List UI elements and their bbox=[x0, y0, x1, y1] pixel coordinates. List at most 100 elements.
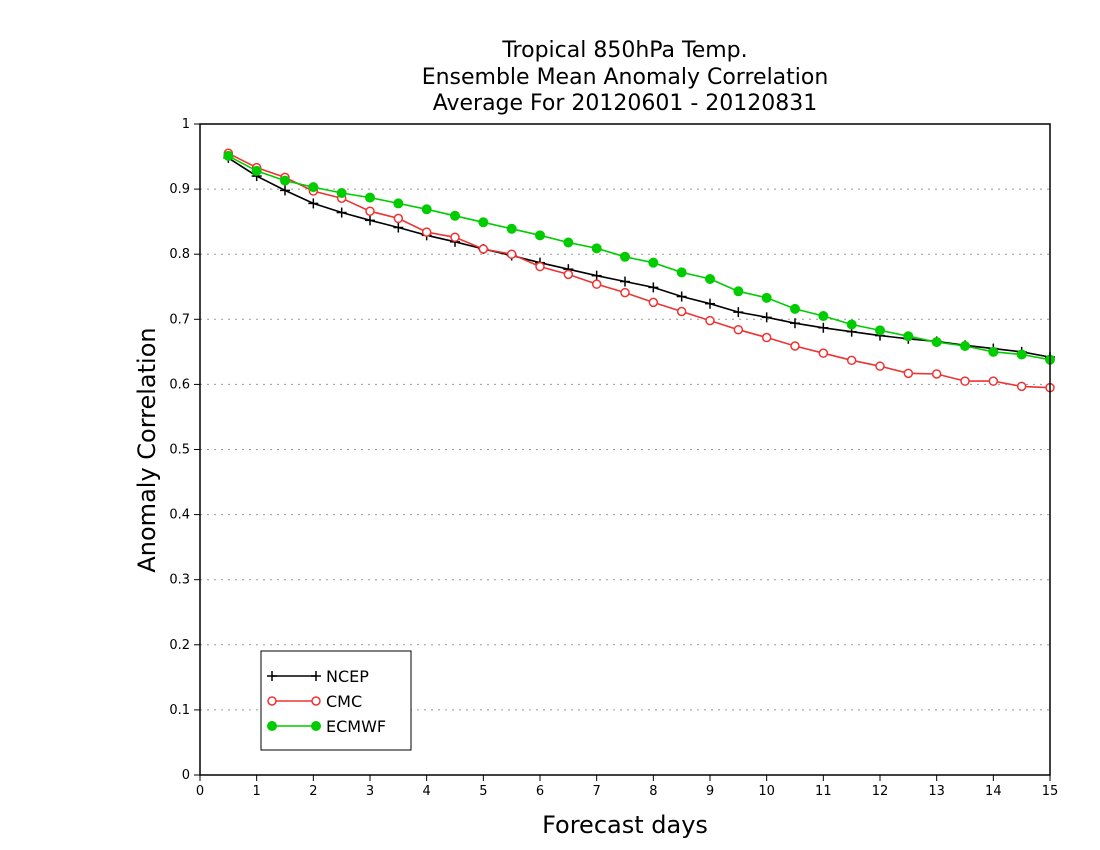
point-ecmwf bbox=[506, 223, 517, 234]
y-tick-label: 0 bbox=[182, 768, 190, 783]
point-cmc bbox=[1016, 381, 1027, 392]
y-tick-label: 0.5 bbox=[169, 443, 190, 458]
legend-label-ecmwf: ECMWF bbox=[326, 717, 386, 736]
point-ncep bbox=[676, 291, 687, 302]
point-ecmwf bbox=[988, 346, 999, 357]
point-ecmwf bbox=[393, 198, 404, 209]
x-tick-label: 15 bbox=[1042, 784, 1059, 799]
point-ecmwf bbox=[365, 192, 375, 203]
y-tick-label: 0.9 bbox=[169, 182, 190, 197]
x-tick-label: 6 bbox=[536, 784, 544, 799]
y-tick-label: 0.2 bbox=[169, 638, 190, 653]
point-cmc bbox=[790, 341, 800, 351]
legend-marker-cmc bbox=[267, 696, 277, 706]
point-cmc bbox=[620, 287, 630, 298]
point-cmc bbox=[705, 315, 715, 326]
point-ncep bbox=[733, 307, 744, 318]
legend-marker-ecmwf bbox=[311, 721, 321, 731]
legend-marker-ncep bbox=[311, 671, 321, 681]
legend-marker-cmc bbox=[311, 696, 321, 706]
series-lines bbox=[223, 148, 1055, 393]
point-cmc bbox=[761, 332, 772, 343]
x-tick-label: 4 bbox=[423, 784, 431, 799]
legend-marker-ecmwf bbox=[267, 721, 277, 731]
y-axis-label: Anomaly Correlation bbox=[133, 327, 161, 572]
y-tick-label: 0.3 bbox=[169, 573, 190, 588]
series-ncep bbox=[223, 152, 1055, 363]
title-line-2: Ensemble Mean Anomaly Correlation bbox=[422, 65, 829, 90]
point-ecmwf bbox=[1016, 349, 1027, 360]
series-cmc bbox=[223, 148, 1055, 393]
point-cmc bbox=[506, 249, 517, 259]
legend: NCEP CMC ECMWF bbox=[260, 650, 412, 751]
point-ncep bbox=[761, 312, 772, 323]
legend-label-cmc: CMC bbox=[326, 692, 362, 711]
point-cmc bbox=[903, 368, 914, 379]
chart-title: Tropical 850hPa Temp. Ensemble Mean Anom… bbox=[422, 38, 829, 116]
point-cmc bbox=[450, 232, 460, 243]
point-ecmwf bbox=[280, 175, 290, 186]
series-line-ncep bbox=[227, 157, 1051, 358]
point-ecmwf bbox=[931, 337, 942, 348]
y-axis-ticks: 0 0.1 0.2 0.3 0.4 0.5 0.6 0.7 0.8 0.9 1 bbox=[169, 117, 200, 783]
point-ncep bbox=[790, 318, 800, 329]
point-cmc bbox=[591, 279, 602, 289]
x-tick-label: 10 bbox=[758, 784, 775, 799]
point-cmc bbox=[365, 206, 375, 216]
point-ecmwf bbox=[875, 325, 885, 336]
x-tick-label: 8 bbox=[649, 784, 657, 799]
point-ecmwf bbox=[620, 251, 630, 262]
point-ecmwf bbox=[421, 204, 432, 215]
point-cmc bbox=[988, 376, 999, 386]
point-cmc bbox=[960, 376, 970, 386]
point-ncep bbox=[308, 198, 319, 209]
point-ncep bbox=[280, 185, 290, 196]
point-cmc bbox=[931, 369, 942, 379]
point-cmc bbox=[421, 227, 432, 237]
series-line-ecmwf bbox=[227, 155, 1051, 361]
point-ncep bbox=[648, 282, 659, 293]
point-ecmwf bbox=[818, 311, 829, 322]
series-ecmwf bbox=[223, 150, 1055, 365]
y-tick-label: 0.7 bbox=[169, 312, 190, 327]
point-ecmwf bbox=[450, 210, 460, 221]
point-cmc bbox=[535, 261, 545, 272]
point-ecmwf bbox=[761, 292, 772, 303]
point-ecmwf bbox=[705, 273, 715, 284]
point-ecmwf bbox=[903, 331, 914, 342]
x-tick-label: 14 bbox=[985, 784, 1002, 799]
x-axis-ticks: 0 1 2 3 4 5 6 7 8 9 10 11 12 13 14 15 bbox=[196, 775, 1058, 799]
point-ecmwf bbox=[676, 267, 687, 278]
x-tick-label: 11 bbox=[815, 784, 832, 799]
y-tick-label: 0.1 bbox=[169, 703, 190, 718]
y-tick-label: 0.8 bbox=[169, 247, 190, 262]
legend-label-ncep: NCEP bbox=[326, 667, 369, 686]
point-cmc bbox=[875, 361, 885, 371]
title-line-3: Average For 20120601 - 20120831 bbox=[433, 91, 818, 116]
y-tick-label: 1 bbox=[182, 117, 190, 132]
title-line-1: Tropical 850hPa Temp. bbox=[501, 38, 747, 63]
point-ecmwf bbox=[308, 182, 319, 193]
x-tick-label: 2 bbox=[309, 784, 317, 799]
x-tick-label: 3 bbox=[366, 784, 374, 799]
point-ncep bbox=[818, 322, 829, 333]
point-cmc bbox=[478, 244, 489, 254]
point-ecmwf bbox=[591, 243, 602, 254]
y-tick-label: 0.6 bbox=[169, 377, 190, 392]
x-tick-label: 1 bbox=[253, 784, 261, 799]
point-cmc bbox=[733, 324, 744, 335]
point-ecmwf bbox=[960, 340, 970, 351]
point-ncep bbox=[591, 270, 602, 281]
x-tick-label: 9 bbox=[706, 784, 714, 799]
point-ecmwf bbox=[563, 237, 574, 248]
point-ncep bbox=[336, 207, 347, 218]
gridlines bbox=[200, 188, 1050, 711]
point-ecmwf bbox=[478, 217, 489, 228]
point-cmc bbox=[393, 213, 404, 224]
point-ecmwf bbox=[790, 303, 800, 314]
point-ecmwf bbox=[648, 257, 659, 268]
point-ecmwf bbox=[251, 165, 262, 176]
point-ecmwf bbox=[336, 188, 347, 199]
point-ecmwf bbox=[846, 319, 857, 330]
